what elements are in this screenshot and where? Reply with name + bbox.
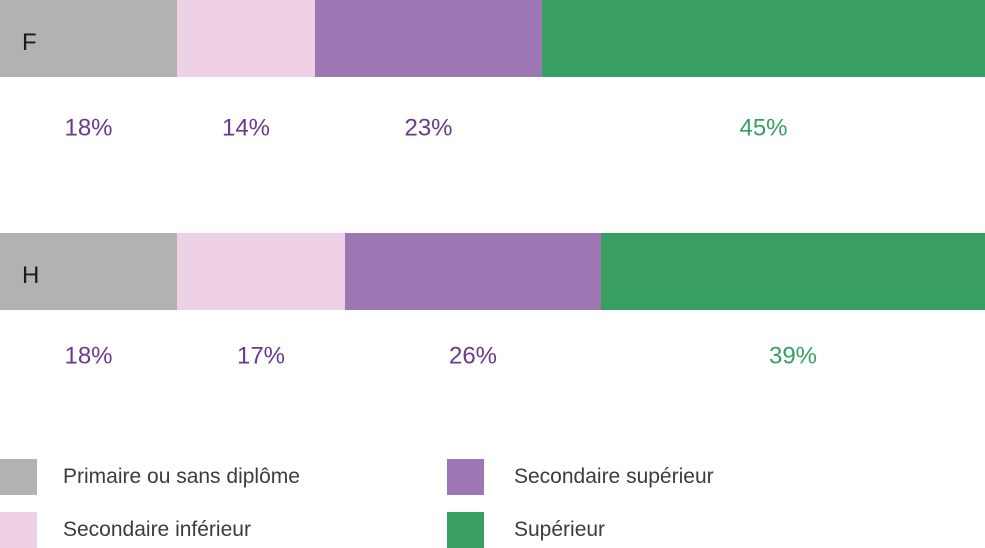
data-label: 14% xyxy=(222,115,270,142)
bar-segment xyxy=(315,0,542,77)
data-label: 26% xyxy=(449,343,497,370)
bar-segment xyxy=(345,233,601,310)
data-label: 39% xyxy=(769,343,817,370)
bar-segment xyxy=(601,233,985,310)
category-label: F xyxy=(22,29,37,56)
data-label: 17% xyxy=(237,343,285,370)
bar-row-h: 18% 17% 26% 39% H xyxy=(0,233,985,370)
bar-segment xyxy=(0,233,177,310)
bar-row-f: 18% 14% 23% 45% F xyxy=(0,0,985,142)
bar-segment xyxy=(0,0,177,77)
data-label: 45% xyxy=(739,115,787,142)
data-label: 18% xyxy=(64,343,112,370)
bar-segment xyxy=(542,0,985,77)
category-label: H xyxy=(22,262,39,289)
bar-segment xyxy=(177,233,345,310)
data-label: 18% xyxy=(64,115,112,142)
data-label: 23% xyxy=(404,115,452,142)
bar-segment xyxy=(177,0,315,77)
